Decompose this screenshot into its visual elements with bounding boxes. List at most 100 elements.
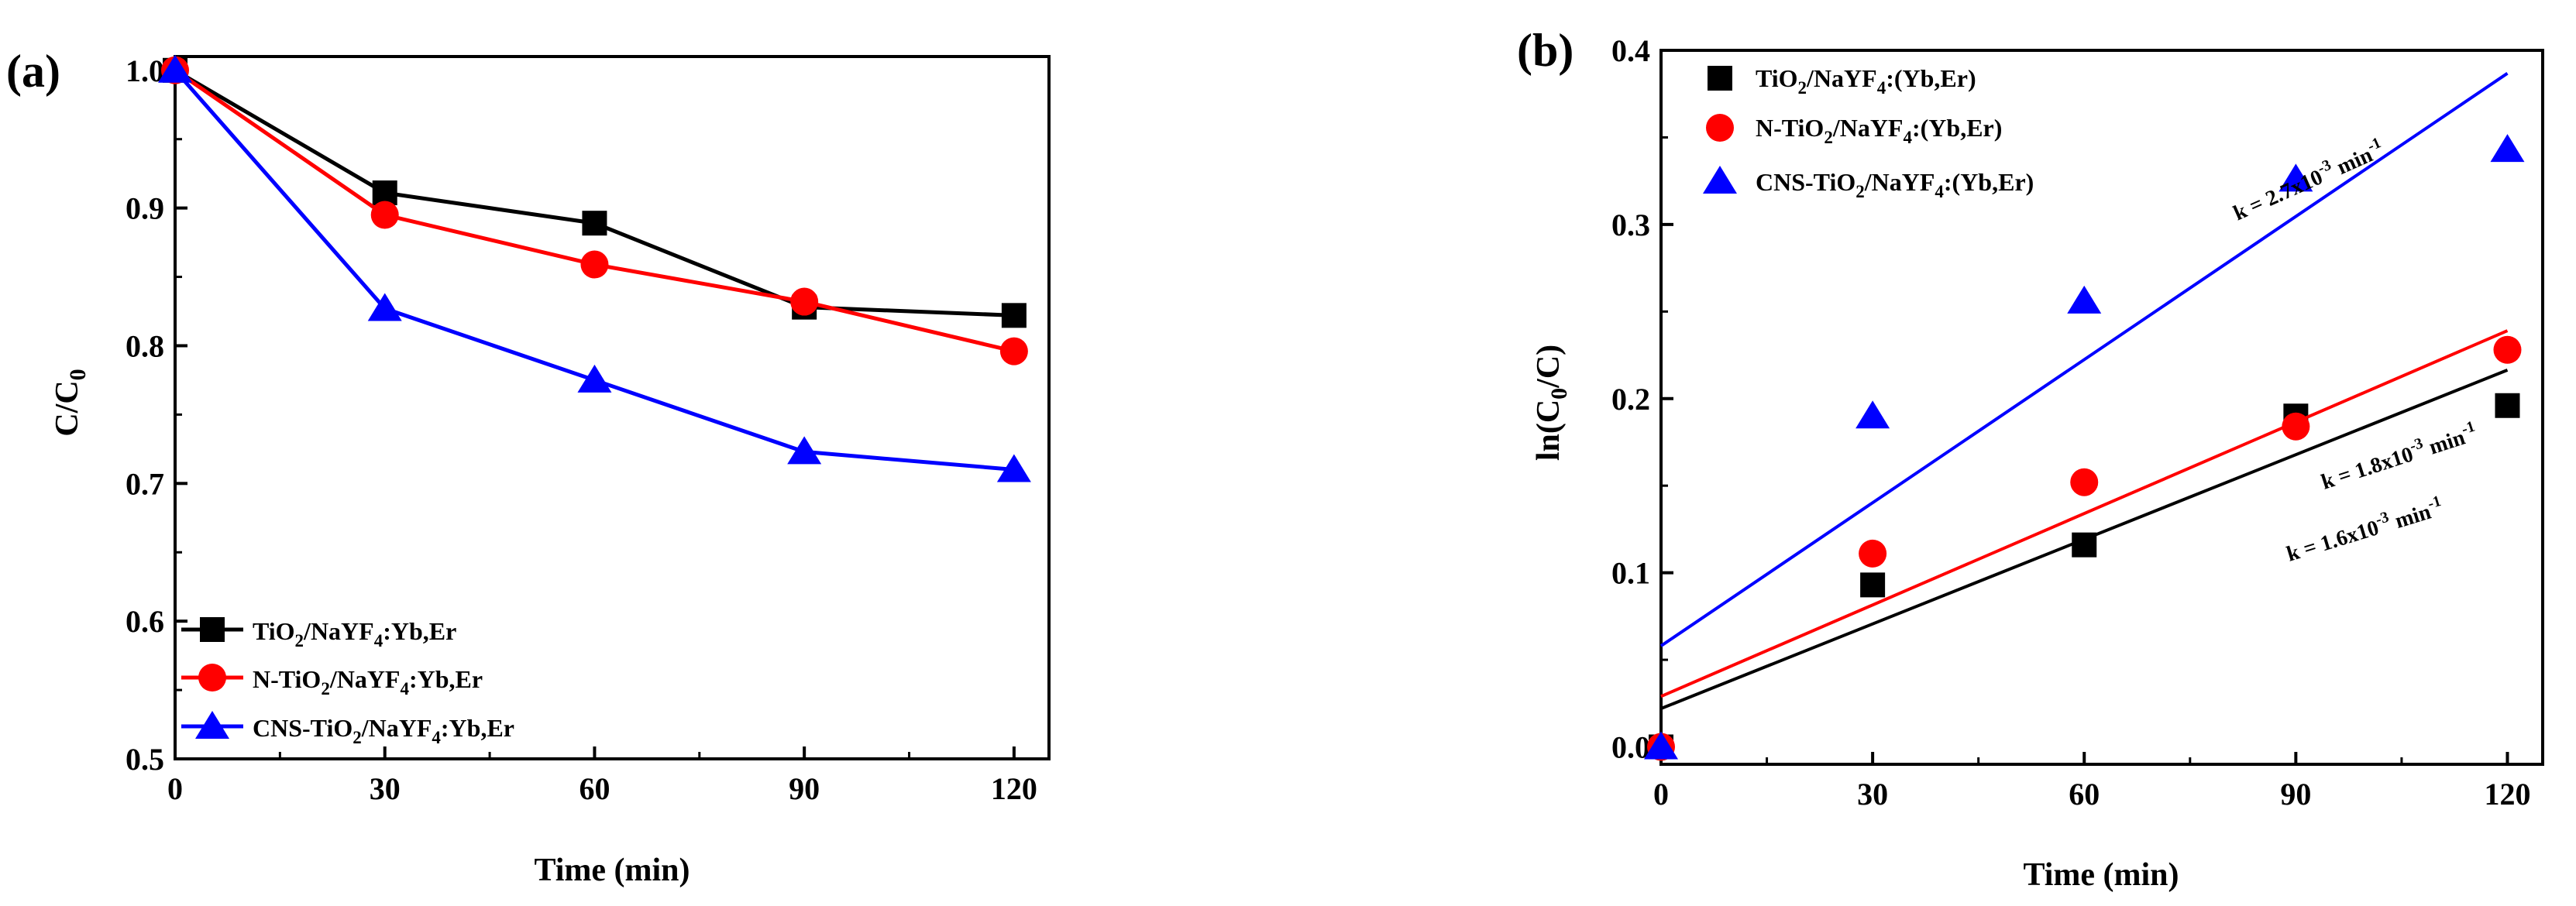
x-tick-label: 60 (2069, 777, 2100, 812)
data-point-circle (370, 201, 399, 229)
panel-b-k-annotation-n: k = 1.8x10-3 min-1 (2317, 418, 2480, 495)
data-point-square (1860, 572, 1886, 598)
panel-b-y-axis-label-sub: 0 (1546, 388, 1572, 400)
k-annotation-superscript: -3 (2408, 434, 2426, 455)
panel-b-y-axis-label: ln(C0/C) (1531, 345, 1572, 461)
legend-label-part: TiO (253, 617, 295, 645)
panel-b-legend-entry-n-tio2: N-TiO2/NaYF4:(Yb,Er) (1706, 114, 2002, 147)
k-annotation-superscript: -3 (2374, 509, 2391, 529)
x-tick-label: 90 (2280, 777, 2311, 812)
panel-b: (b) 0 30 60 90 120 0.0 0.1 0.2 0.3 0.4 Time (min… (1517, 25, 2544, 893)
legend-label-subscript: 2 (1824, 128, 1833, 147)
legend-square-marker (1708, 66, 1732, 91)
x-tick-label: 60 (579, 771, 610, 806)
panel-b-legend: TiO2/NaYF4:(Yb,Er) N-TiO2/NaYF4:(Yb,Er) … (1703, 64, 2034, 201)
legend-label-subscript: 2 (1798, 78, 1807, 98)
data-point-triangle (2279, 163, 2313, 192)
panel-a-plot-frame (174, 55, 1051, 760)
data-point-square (582, 211, 607, 236)
panel-a-legend-entry-tio2: TiO2/NaYF4:Yb,Er (181, 617, 456, 650)
legend-label: CNS-TiO2/NaYF4:Yb,Er (253, 714, 514, 747)
legend-circle-marker (198, 664, 226, 692)
y-tick-label: 0.6 (126, 604, 164, 639)
k-annotation-part: min (2421, 425, 2468, 461)
legend-label-part: CNS-TiO (253, 714, 353, 742)
y-tick-label: 0.3 (1611, 208, 1650, 242)
legend-label: TiO2/NaYF4:(Yb,Er) (1756, 64, 1976, 98)
x-tick-label: 0 (1653, 777, 1669, 812)
data-point-circle (1859, 539, 1887, 568)
legend-label-subscript: 2 (295, 631, 304, 650)
data-point-triangle (2490, 134, 2525, 163)
panel-a-y-axis-label-main: C/C (50, 380, 85, 436)
y-tick-label: 0.7 (126, 466, 164, 501)
data-point-triangle (367, 293, 402, 321)
data-point-triangle (2067, 285, 2102, 314)
legend-label-subscript: 4 (432, 728, 441, 747)
legend-label: CNS-TiO2/NaYF4:(Yb,Er) (1756, 168, 2034, 201)
y-tick-label: 0.9 (126, 191, 164, 226)
legend-label-part: /NaYF (1806, 64, 1877, 92)
data-point-circle (2070, 468, 2099, 496)
panel-a-series (158, 54, 1031, 482)
legend-label-subscript: 4 (1903, 128, 1912, 147)
legend-label-part: :(Yb,Er) (1886, 64, 1976, 92)
y-tick-label: 0.4 (1611, 33, 1650, 68)
panel-a-y-ticks: 0.5 0.6 0.7 0.8 0.9 1.0 (126, 53, 187, 777)
data-point-triangle (787, 436, 822, 465)
data-point-square (1001, 303, 1027, 328)
data-point-square (2072, 532, 2097, 558)
k-annotation-part: k = 1.8x10 (2319, 442, 2416, 494)
x-tick-label: 30 (370, 771, 401, 806)
panel-a: (a) 0 30 60 90 120 0.5 0.6 0.7 0.8 0.9 1.0 Time (… (6, 46, 1051, 888)
panel-a-legend: TiO2/NaYF4:Yb,Er N-TiO2/NaYF4:Yb,Er CNS-… (181, 617, 514, 747)
legend-label-part: :Yb,Er (409, 665, 483, 693)
data-point-circle (2493, 335, 2522, 364)
panel-b-y-axis-label-part: /C) (1531, 345, 1567, 389)
panel-b-x-ticks: 0 30 60 90 120 (1653, 752, 2530, 812)
panel-b-y-ticks: 0.0 0.1 0.2 0.3 0.4 (1611, 33, 1673, 765)
x-tick-label: 120 (2484, 777, 2530, 812)
panel-a-legend-entry-n-tio2: N-TiO2/NaYF4:Yb,Er (181, 664, 483, 698)
series-2 (161, 56, 1028, 365)
legend-label-part: :(Yb,Er) (1912, 114, 2002, 142)
panel-a-y-axis-label: C/C0 (50, 369, 91, 436)
legend-label-subscript: 4 (400, 679, 409, 698)
panel-b-label: (b) (1517, 25, 1573, 76)
y-tick-label: 0.2 (1611, 382, 1650, 417)
panel-b-series (1644, 72, 2525, 761)
legend-label: N-TiO2/NaYF4:(Yb,Er) (1756, 114, 2002, 147)
panel-b-k-annotation-cns: k = 2.7x10-3 min-1 (2228, 134, 2388, 225)
series-2 (1647, 329, 2522, 761)
series-1 (163, 57, 1027, 328)
y-tick-label: 1.0 (126, 53, 164, 88)
panel-a-y-axis-label-sub: 0 (65, 369, 91, 380)
data-point-circle (790, 287, 819, 316)
legend-label-part: /NaYF (303, 617, 374, 645)
legend-label-subscript: 2 (321, 679, 330, 698)
x-tick-label: 90 (789, 771, 820, 806)
legend-label-part: N-TiO (1756, 114, 1824, 142)
panel-b-y-axis-label-part: ln(C (1531, 400, 1567, 461)
data-point-circle (580, 250, 609, 279)
legend-label-part: N-TiO (253, 665, 321, 693)
data-point-square (2495, 393, 2520, 418)
panel-b-plot-frame (1659, 49, 2544, 766)
x-tick-label: 30 (1857, 777, 1888, 812)
panel-b-legend-entry-tio2: TiO2/NaYF4:(Yb,Er) (1708, 64, 1976, 98)
legend-label-part: /NaYF (1832, 114, 1904, 142)
legend-label-part: /NaYF (361, 714, 432, 742)
legend-label-part: :(Yb,Er) (1944, 168, 2034, 196)
y-tick-label: 0.5 (126, 742, 164, 777)
panel-b-x-axis-label: Time (min) (2023, 857, 2179, 893)
legend-label-subscript: 4 (374, 631, 383, 650)
series-3 (158, 54, 1031, 482)
k-annotation-part: k = 2.7x10 (2230, 165, 2327, 225)
panel-a-x-ticks: 0 30 60 90 120 (167, 746, 1037, 806)
legend-label-subscript: 4 (1877, 78, 1886, 98)
series-line (174, 68, 1014, 317)
legend-label-subscript: 2 (353, 728, 362, 747)
panel-a-x-axis-label: Time (min) (534, 853, 690, 888)
legend-square-marker (200, 617, 225, 642)
legend-triangle-marker (1703, 166, 1737, 194)
